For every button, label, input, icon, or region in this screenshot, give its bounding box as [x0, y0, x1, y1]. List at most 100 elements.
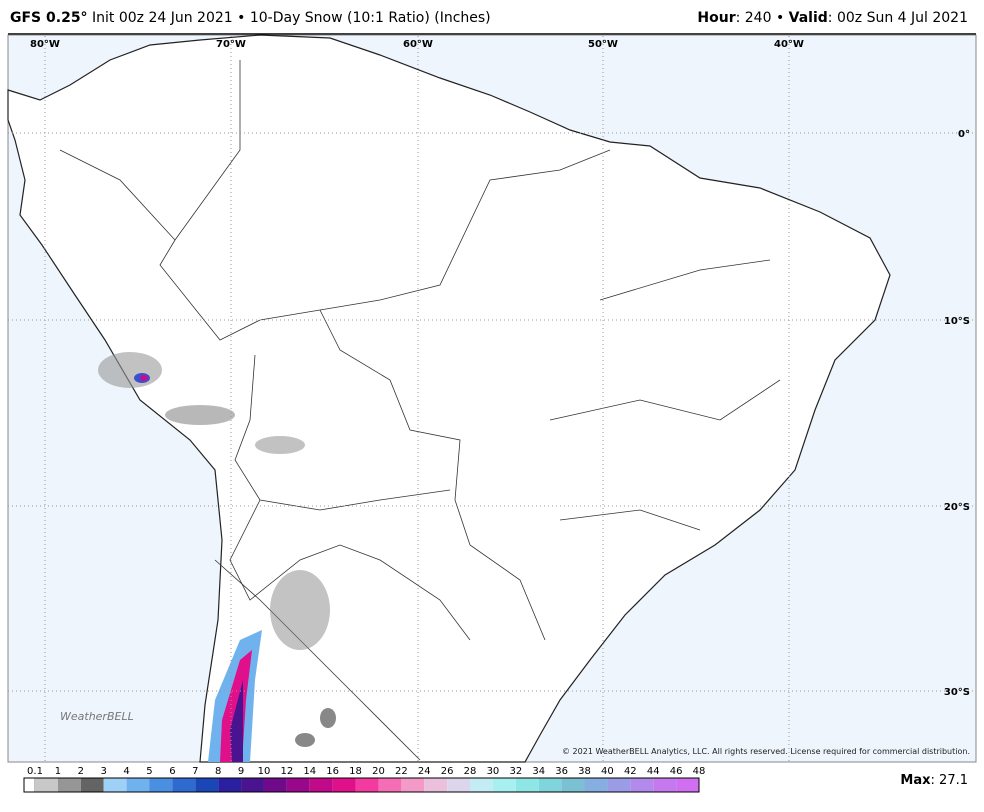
colorbar-label: 5 — [146, 766, 152, 777]
colorbar-segment — [401, 778, 425, 792]
colorbar-segment — [126, 778, 150, 792]
lat-label: 0° — [958, 129, 970, 140]
graticule: 80°W 70°W 60°W 50°W 40°W 0° 10°S 20°S 30°S — [8, 36, 976, 762]
colorbar-segment — [538, 778, 562, 792]
snow-area — [140, 375, 148, 381]
header-left: GFS 0.25° Init 00z 24 Jun 2021 • 10-Day … — [10, 10, 491, 26]
max-label: Max — [900, 773, 931, 788]
valid: : 00z Sun 4 Jul 2021 — [828, 10, 968, 26]
colorbar-label: 46 — [670, 766, 683, 777]
colorbar-label: 12 — [280, 766, 293, 777]
colorbar-segment — [492, 778, 516, 792]
colorbar-segment — [676, 778, 699, 792]
max-value: : 27.1 — [931, 773, 968, 788]
colorbar-segment — [309, 778, 333, 792]
colorbar-segment — [332, 778, 356, 792]
lon-label: 70°W — [216, 39, 246, 50]
colorbar-segment — [263, 778, 287, 792]
snow-area — [98, 352, 162, 388]
snow-area — [165, 405, 235, 425]
snow — [98, 352, 336, 762]
colorbar-label: 48 — [693, 766, 706, 777]
colorbar-label: 14 — [303, 766, 316, 777]
colorbar-segment — [424, 778, 448, 792]
lat-label: 10°S — [944, 316, 970, 327]
border — [59, 149, 611, 341]
colorbar: 0.1 1 2 3 4 5 6 7 8 9 10 12 14 16 18 20 22 24 26 28 30 32 34 36… — [23, 766, 706, 793]
colorbar-segment — [23, 777, 36, 793]
colorbar-segment — [653, 778, 677, 792]
colorbar-segment — [103, 778, 127, 792]
colorbar-label: 16 — [326, 766, 339, 777]
colorbar-label: 34 — [532, 766, 545, 777]
colorbar-label: 9 — [238, 766, 244, 777]
colorbar-label: 40 — [601, 766, 614, 777]
lat-label: 20°S — [944, 502, 970, 513]
colorbar-label: 18 — [349, 766, 362, 777]
colorbar-label: 7 — [192, 766, 198, 777]
snow-area — [320, 708, 336, 728]
lon-label: 40°W — [774, 39, 804, 50]
colorbar-segment — [35, 778, 58, 792]
snow-area — [270, 570, 330, 650]
colorbar-label: 42 — [624, 766, 637, 777]
hour-label: Hour — [697, 10, 735, 26]
lon-label: 60°W — [403, 39, 433, 50]
colorbar-label: 1 — [55, 766, 61, 777]
header-right: Hour: 240 • Valid: 00z Sun 4 Jul 2021 — [697, 10, 968, 26]
border — [319, 309, 546, 641]
colorbar-segment — [607, 778, 631, 792]
colorbar-label: 20 — [372, 766, 385, 777]
border — [174, 60, 241, 241]
colorbar-segment — [149, 778, 173, 792]
colorbar-segment — [355, 778, 379, 792]
model: GFS 0.25° — [10, 10, 88, 26]
colorbar-segment — [447, 778, 471, 792]
lon-label: 50°W — [588, 39, 618, 50]
colorbar-label: 22 — [395, 766, 408, 777]
logo: WeatherBELL — [60, 710, 134, 723]
colorbar-segment — [218, 778, 242, 792]
colorbar-label: 36 — [555, 766, 568, 777]
snow-area — [295, 733, 315, 747]
colorbar-segment — [515, 778, 539, 792]
colorbar-label: 24 — [418, 766, 431, 777]
colorbar-segment — [195, 778, 219, 792]
colorbar-segment — [630, 778, 654, 792]
copyright: © 2021 WeatherBELL Analytics, LLC. All r… — [562, 747, 970, 756]
snow-area — [255, 436, 305, 454]
valid-label: Valid — [789, 10, 828, 26]
colorbar-segment — [80, 778, 104, 792]
lon-label: 80°W — [30, 39, 60, 50]
colorbar-segment — [286, 778, 310, 792]
colorbar-segment — [241, 778, 264, 792]
lat-label: 30°S — [944, 687, 970, 698]
colorbar-segment — [378, 778, 402, 792]
colorbar-label: 2 — [78, 766, 84, 777]
snow-area — [220, 650, 252, 762]
max: Max: 27.1 — [900, 773, 968, 788]
hour: : 240 • — [736, 10, 789, 26]
borders — [59, 60, 781, 761]
colorbar-label: 10 — [258, 766, 271, 777]
snow-area — [230, 680, 243, 762]
run: Init 00z 24 Jun 2021 • 10-Day Snow (10:1… — [92, 10, 491, 26]
colorbar-frame — [23, 777, 700, 793]
colorbar-label: 26 — [441, 766, 454, 777]
colorbar-label: 8 — [215, 766, 221, 777]
colorbar-label: 28 — [464, 766, 477, 777]
colorbar-segment — [57, 778, 81, 792]
colorbar-label: 30 — [487, 766, 500, 777]
colorbar-label: 44 — [647, 766, 660, 777]
colorbar-label: 6 — [169, 766, 175, 777]
colorbar-segment — [172, 778, 196, 792]
colorbar-segment — [584, 778, 608, 792]
colorbar-label: 38 — [578, 766, 591, 777]
colorbar-label: 0.1 — [27, 766, 43, 777]
border — [229, 499, 471, 641]
border — [549, 259, 781, 531]
colorbar-segment — [470, 778, 493, 792]
colorbar-label: 32 — [509, 766, 522, 777]
